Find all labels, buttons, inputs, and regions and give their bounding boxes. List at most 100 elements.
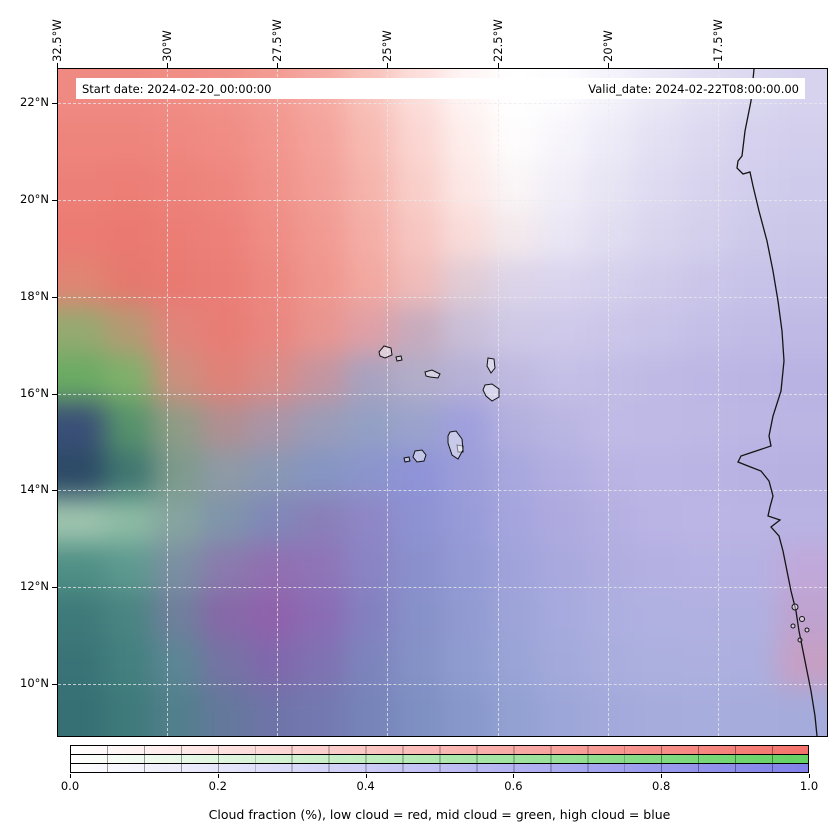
- field-cell: [297, 258, 348, 309]
- field-cell: [585, 401, 636, 452]
- lat-tick-label: 10°N: [20, 676, 49, 690]
- field-cell: [441, 687, 492, 736]
- island-fogo: [412, 449, 427, 463]
- field-cell: [489, 639, 540, 690]
- africa-coastline: [736, 69, 818, 736]
- field-cell: [249, 735, 300, 736]
- colorbar-tick-label: 0.6: [504, 779, 523, 793]
- field-cell: [201, 306, 252, 356]
- field-cell: [633, 163, 684, 213]
- field-cell: [58, 210, 108, 261]
- field-cell: [681, 210, 732, 261]
- field-cell: [633, 592, 684, 642]
- field-cell: [249, 544, 300, 595]
- field-cell: [201, 353, 252, 404]
- field-cell: [249, 401, 300, 452]
- field-cell: [681, 258, 732, 309]
- gridlines-layer: [58, 69, 827, 736]
- lat-tick: [52, 684, 57, 685]
- field-cell: [826, 210, 827, 261]
- field-cell: [826, 735, 827, 736]
- colorbar-tick: [513, 774, 515, 778]
- field-cell: [201, 210, 252, 261]
- field-cell: [201, 544, 252, 595]
- field-cell: [585, 639, 636, 690]
- field-cell: [537, 353, 588, 404]
- field-cell: [826, 69, 827, 118]
- field-cell: [777, 496, 827, 547]
- field-cell: [441, 401, 492, 452]
- field-cell: [489, 735, 540, 736]
- field-cell: [393, 353, 444, 404]
- field-cell: [105, 115, 156, 166]
- field-cell: [585, 687, 636, 736]
- lat-tick-label: 14°N: [20, 482, 49, 496]
- field-cell: [297, 401, 348, 452]
- field-cell: [729, 544, 780, 595]
- field-cell: [489, 258, 540, 309]
- field-cell: [441, 735, 492, 736]
- field-cell: [826, 496, 827, 547]
- field-cell: [633, 639, 684, 690]
- field-cell: [297, 306, 348, 356]
- field-cell: [633, 258, 684, 309]
- field-cell: [153, 210, 204, 261]
- field-cell: [729, 496, 780, 547]
- island-sal: [486, 357, 496, 374]
- field-cell: [777, 401, 827, 452]
- lat-tick-label: 12°N: [20, 579, 49, 593]
- field-cell: [201, 639, 252, 690]
- field-cell: [105, 306, 156, 356]
- field-cell: [105, 401, 156, 452]
- field-cell: [489, 115, 540, 166]
- field-cell: [826, 163, 827, 213]
- field-cell: [537, 592, 588, 642]
- field-cell: [58, 115, 108, 166]
- field-cell: [489, 210, 540, 261]
- field-cell: [58, 401, 108, 452]
- field-cell: [393, 306, 444, 356]
- field-cell: [249, 687, 300, 736]
- colorbar-tick: [809, 774, 810, 778]
- field-cell: [537, 687, 588, 736]
- field-cell: [633, 496, 684, 547]
- lat-tick: [52, 200, 57, 201]
- field-cell: [58, 353, 108, 404]
- start-date-label: Start date: 2024-02-20_00:00:00: [82, 81, 272, 96]
- colorbar-tick: [365, 774, 367, 778]
- field-cell: [777, 353, 827, 404]
- field-cell: [585, 258, 636, 309]
- field-cell: [729, 687, 780, 736]
- field-cell: [537, 163, 588, 213]
- field-cell: [58, 258, 108, 309]
- field-cell: [105, 210, 156, 261]
- field-cell: [537, 544, 588, 595]
- field-cell: [153, 735, 204, 736]
- colorbar-minor-ticks: [71, 746, 808, 754]
- field-cell: [153, 639, 204, 690]
- field-cell: [537, 401, 588, 452]
- field-cell: [441, 353, 492, 404]
- gridline-horizontal: [58, 200, 827, 201]
- lat-tick: [52, 394, 57, 395]
- field-cell: [249, 163, 300, 213]
- lat-tick-label: 16°N: [20, 386, 49, 400]
- field-cell: [105, 687, 156, 736]
- date-band: Start date: 2024-02-20_00:00:00 Valid_da…: [76, 78, 805, 99]
- field-cell: [633, 210, 684, 261]
- island-santo-antao: [378, 345, 393, 359]
- field-cell: [201, 258, 252, 309]
- island-sao-nicolau: [424, 369, 441, 379]
- field-cell: [201, 687, 252, 736]
- field-cell: [826, 401, 827, 452]
- island-brava: [403, 456, 411, 463]
- field-cell: [633, 544, 684, 595]
- colorbar-tick-label: 0.8: [652, 779, 671, 793]
- field-cell: [777, 210, 827, 261]
- lat-tick: [52, 587, 57, 588]
- field-cell: [201, 496, 252, 547]
- field-cell: [826, 544, 827, 595]
- lon-tick: [57, 63, 58, 68]
- field-cell: [681, 544, 732, 595]
- field-cell: [729, 115, 780, 166]
